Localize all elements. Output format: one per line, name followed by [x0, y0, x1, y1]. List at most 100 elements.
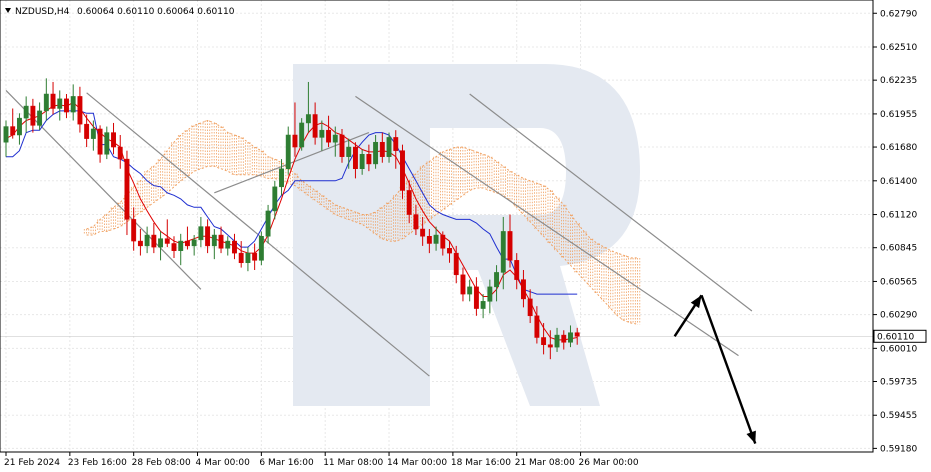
candle-body: [43, 93, 49, 112]
candle-body: [413, 214, 419, 230]
dropdown-triangle-icon[interactable]: [5, 8, 11, 13]
candle-body: [265, 210, 271, 237]
candle-body: [534, 315, 540, 338]
candle-body: [326, 129, 332, 143]
candle-body: [527, 298, 533, 317]
candle-body: [520, 279, 526, 300]
forecast-arrows: [673, 294, 757, 444]
candle-body: [137, 240, 143, 247]
candle-body: [507, 231, 513, 261]
chart-header: NZDUSD,H4 0.60064 0.60110 0.60064 0.6011…: [5, 7, 235, 17]
candle-body: [178, 240, 184, 251]
candle-body: [467, 286, 473, 295]
candle-body: [272, 186, 278, 212]
y-tick-label: 0.61955: [880, 110, 917, 120]
price-axis: 0.62790 0.62510 0.62235 0.61955 0.61680 0.614…: [873, 9, 917, 454]
x-tick-label: 11 Mar 08:00: [323, 458, 383, 468]
candle-body: [373, 141, 379, 165]
candle-body: [90, 128, 96, 139]
current-price-value: 0.60110: [877, 332, 914, 342]
candle-body: [447, 248, 452, 254]
candle-body: [97, 128, 103, 155]
channel-line: [469, 93, 753, 312]
candle-body: [285, 134, 291, 169]
candle-body: [379, 141, 385, 157]
candle-body: [453, 252, 459, 276]
candle-body: [366, 154, 372, 165]
candle-body: [319, 129, 325, 138]
y-tick-label: 0.61680: [880, 143, 917, 153]
candle-body: [400, 150, 405, 191]
candle-body: [225, 240, 231, 249]
candle-body: [346, 146, 352, 157]
y-tick-label: 0.62510: [880, 43, 917, 53]
current-price-box: [873, 329, 927, 343]
candle-body: [500, 231, 506, 273]
candle-body: [117, 146, 123, 160]
candle-body: [184, 240, 190, 247]
candle-body: [198, 226, 204, 241]
candle-body: [547, 344, 553, 348]
symbol-label: NZDUSD,H4: [15, 7, 70, 17]
candle-body: [460, 274, 466, 295]
plot-frame: [0, 0, 874, 453]
y-tick-label: 0.59735: [880, 377, 917, 387]
candle-body: [352, 146, 358, 169]
x-tick-label: 21 Mar 08:00: [515, 458, 575, 468]
candle-body: [332, 134, 338, 143]
candle-body: [252, 252, 258, 261]
watermark-stem: [293, 64, 355, 406]
y-tick-label: 0.62790: [880, 9, 917, 19]
x-tick-label: 21 Feb 2024: [4, 458, 60, 468]
candle-body: [312, 114, 318, 138]
x-tick-label: 26 Mar 00:00: [579, 458, 639, 468]
candle-body: [124, 158, 130, 220]
cloud-span-b: [86, 165, 638, 325]
candle-body: [37, 110, 43, 126]
y-tick-label: 0.62235: [880, 76, 917, 86]
candle-body: [211, 234, 217, 247]
candle-body: [64, 98, 69, 113]
y-tick-label: 0.61120: [880, 211, 917, 221]
candle-body: [440, 234, 446, 249]
candle-body: [164, 238, 170, 244]
candle-body: [487, 286, 493, 302]
candle-body: [218, 234, 224, 249]
candle-body: [420, 228, 426, 237]
candle-body: [158, 238, 164, 248]
candle-body: [10, 126, 16, 136]
candle-body: [406, 190, 412, 215]
y-tick-label: 0.60845: [880, 244, 917, 254]
candle-body: [292, 134, 298, 148]
candle-body: [151, 234, 157, 248]
candle-body: [131, 219, 137, 242]
cloud-span-a: [86, 119, 638, 259]
candle-body: [299, 122, 305, 148]
candle-body: [3, 126, 9, 143]
current-price-tag: 0.60110: [873, 329, 927, 343]
x-tick-label: 4 Mar 00:00: [196, 458, 251, 468]
candle-body: [494, 272, 500, 288]
arrow-head-icon: [690, 295, 702, 309]
candle-body: [84, 123, 90, 139]
y-tick-label: 0.60565: [880, 277, 917, 287]
time-axis: 21 Feb 2024 23 Feb 16:00 28 Feb 08:00 4 Mar…: [4, 452, 639, 468]
candle-body: [258, 235, 264, 261]
candle-body: [359, 154, 365, 169]
candle-body: [232, 240, 237, 254]
candle-body: [238, 252, 244, 264]
candle-body: [541, 337, 547, 345]
candle-body: [16, 117, 22, 136]
x-tick-label: 28 Feb 08:00: [132, 458, 191, 468]
candle-body: [50, 93, 56, 109]
candle-body: [386, 137, 392, 157]
candle-body: [339, 134, 345, 157]
channel-line: [355, 95, 739, 357]
ichimoku-cloud: [83, 119, 641, 325]
y-tick-label: 0.59455: [880, 411, 917, 421]
ohlc-values: 0.60064 0.60110 0.60064 0.60110: [77, 7, 235, 17]
candle-body: [70, 96, 76, 113]
candles: [3, 78, 580, 360]
y-tick-label: 0.59180: [880, 444, 917, 454]
